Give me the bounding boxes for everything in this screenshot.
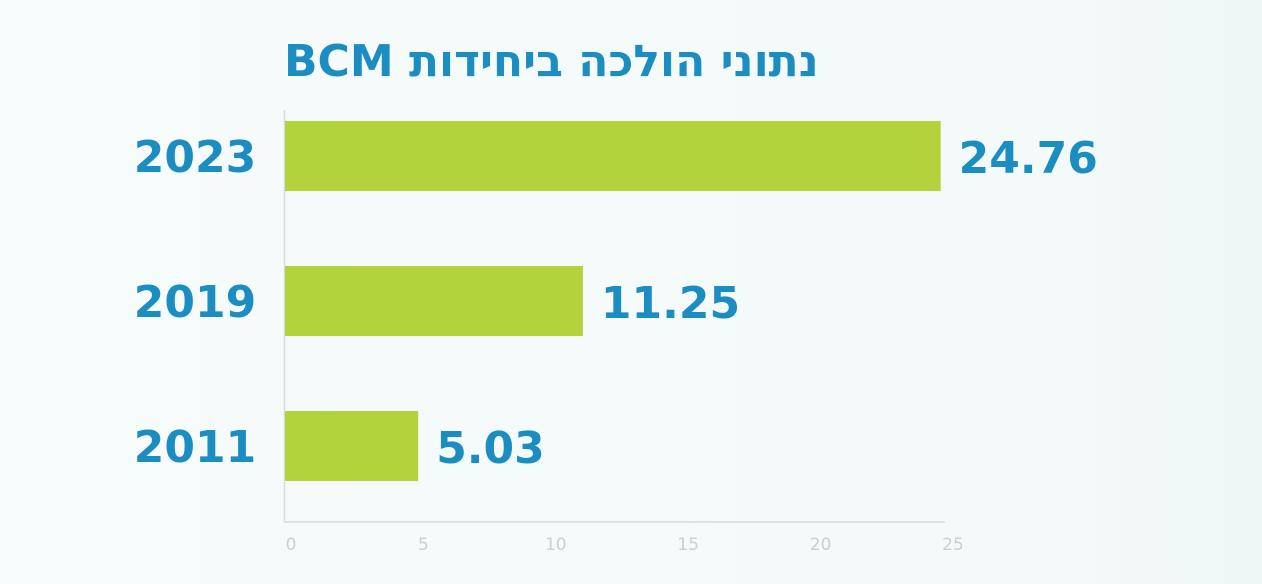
x-tick-label: 15: [677, 535, 699, 555]
x-tick-label: 0: [286, 535, 297, 555]
category-label: 2019: [134, 277, 256, 328]
data-label: 24.76: [959, 133, 1098, 184]
chart-labels: 2023 24.76 2019 11.25 2011 5.03: [134, 132, 1098, 474]
chart-axes: 0 5 10 15 20 25: [283, 110, 964, 555]
x-tick-label: 10: [545, 535, 567, 555]
category-label: 2023: [134, 132, 256, 183]
bar-2023: [285, 121, 941, 191]
data-label: 11.25: [601, 278, 740, 329]
data-label: 5.03: [436, 423, 545, 474]
chart-bars: [285, 121, 941, 481]
chart-title: נתוני הולכה ביחידות BCM: [284, 36, 819, 87]
x-tick-label: 20: [810, 535, 832, 555]
category-label: 2011: [134, 422, 256, 473]
bar-2011: [285, 411, 419, 481]
x-tick-label: 25: [942, 535, 964, 555]
bar-2019: [285, 266, 583, 336]
x-tick-label: 5: [418, 535, 429, 555]
